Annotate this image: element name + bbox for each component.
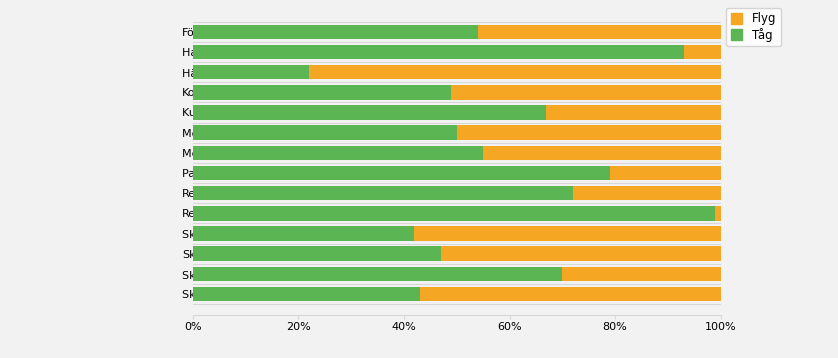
Bar [193, 287, 721, 301]
Bar [193, 287, 420, 301]
Bar [193, 206, 716, 221]
Bar [193, 45, 684, 59]
Bar [193, 206, 721, 221]
Bar [193, 186, 721, 200]
Bar [573, 186, 721, 200]
Bar [193, 105, 721, 120]
Bar [441, 246, 721, 261]
Bar [309, 65, 721, 79]
Bar [193, 125, 721, 140]
Bar [684, 45, 721, 59]
Bar [457, 125, 721, 140]
Bar [193, 226, 415, 241]
Bar [193, 246, 721, 261]
Legend: Flyg, Tåg: Flyg, Tåg [726, 8, 781, 47]
Bar [562, 266, 721, 281]
Bar [193, 186, 573, 200]
Bar [193, 25, 478, 39]
Bar [546, 105, 721, 120]
Bar [193, 85, 452, 100]
Bar [193, 266, 562, 281]
Bar [193, 146, 721, 160]
Bar [193, 266, 721, 281]
Bar [452, 85, 721, 100]
Bar [193, 45, 721, 59]
Bar [478, 25, 721, 39]
Bar [193, 226, 721, 241]
Bar [193, 65, 309, 79]
Bar [420, 287, 721, 301]
Bar [193, 166, 721, 180]
Bar [193, 65, 721, 79]
Bar [193, 125, 457, 140]
Bar [193, 246, 441, 261]
Bar [483, 146, 721, 160]
Bar [193, 25, 721, 39]
Bar [716, 206, 721, 221]
Bar [193, 146, 483, 160]
Bar [193, 105, 546, 120]
Bar [415, 226, 721, 241]
Bar [193, 85, 721, 100]
Bar [193, 166, 610, 180]
Bar [610, 166, 721, 180]
